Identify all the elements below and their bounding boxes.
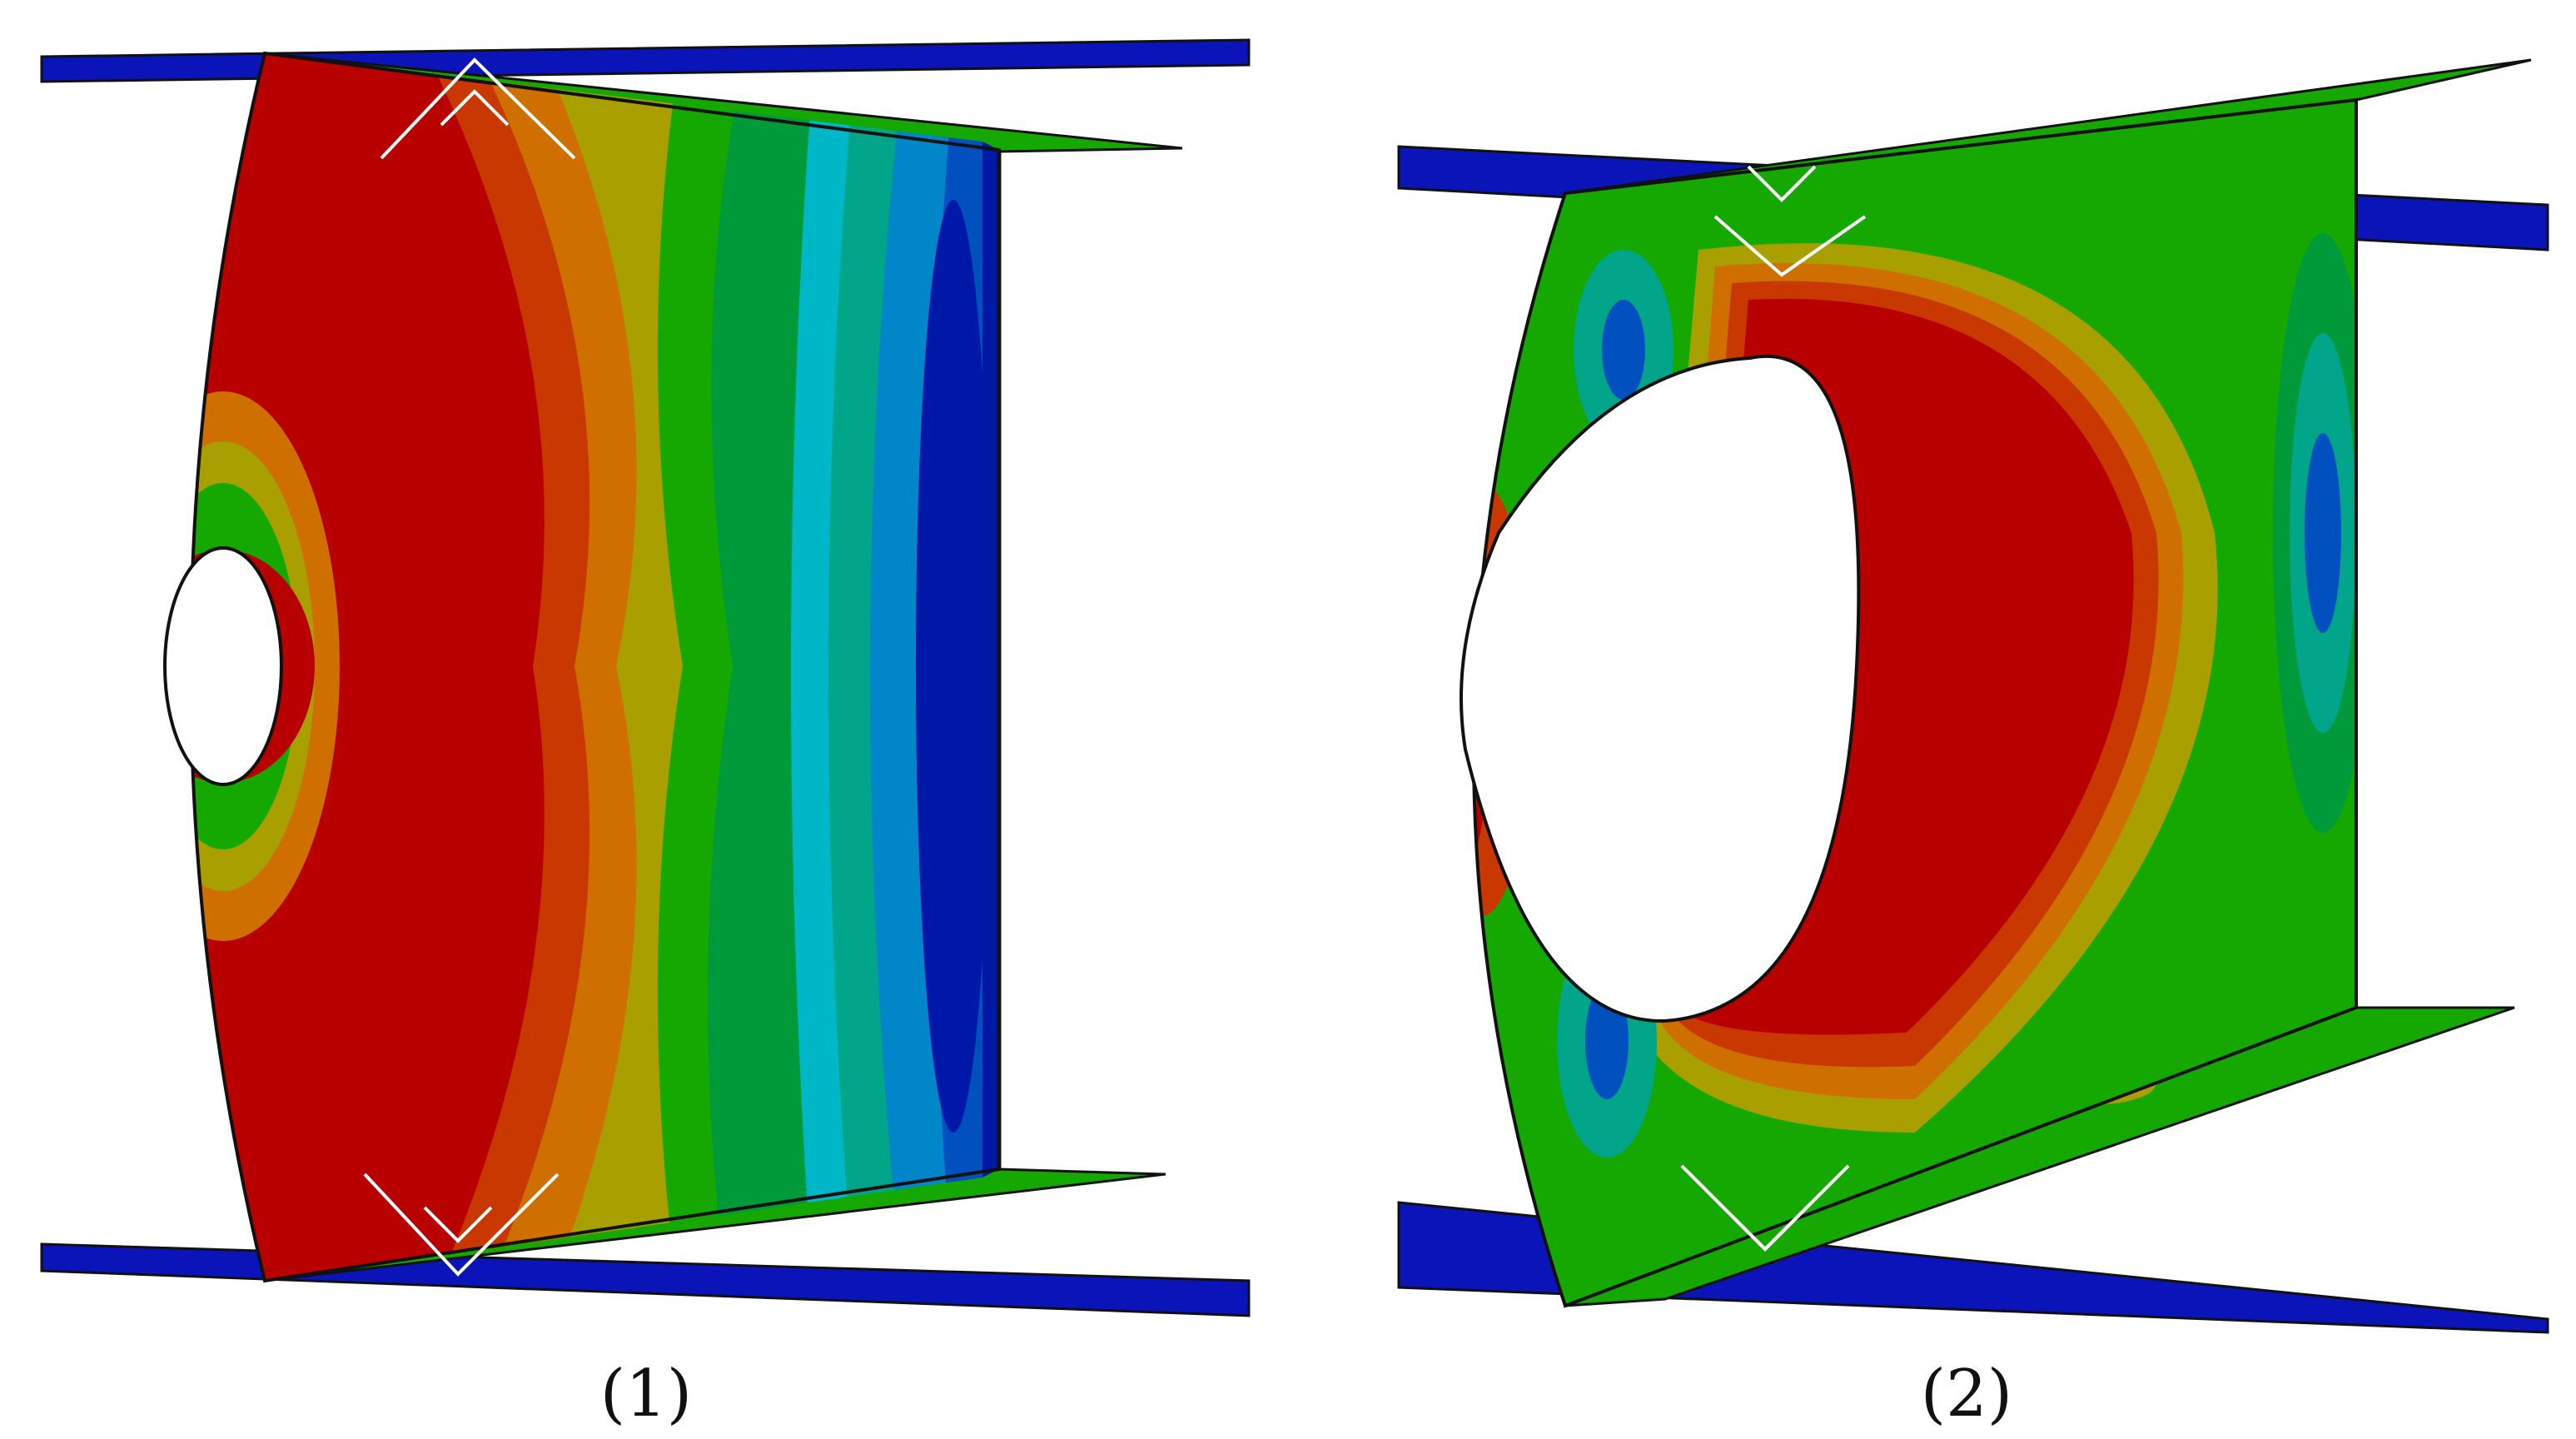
web-outline-2 xyxy=(1472,97,2358,1308)
boundary-markers-2 xyxy=(1680,165,1867,1252)
panel-2-caption: (2) xyxy=(1920,1357,2013,1432)
bottom-flange-1 xyxy=(40,1242,1251,1317)
panel-2 xyxy=(1397,58,2549,1334)
panel-1 xyxy=(40,38,1251,1317)
boundary-markers-1 xyxy=(363,57,576,1277)
hole-2 xyxy=(1460,355,1861,1023)
panel-1-caption: (1) xyxy=(599,1357,693,1432)
top-flange-1 xyxy=(40,38,1251,83)
hole-1 xyxy=(163,546,283,786)
